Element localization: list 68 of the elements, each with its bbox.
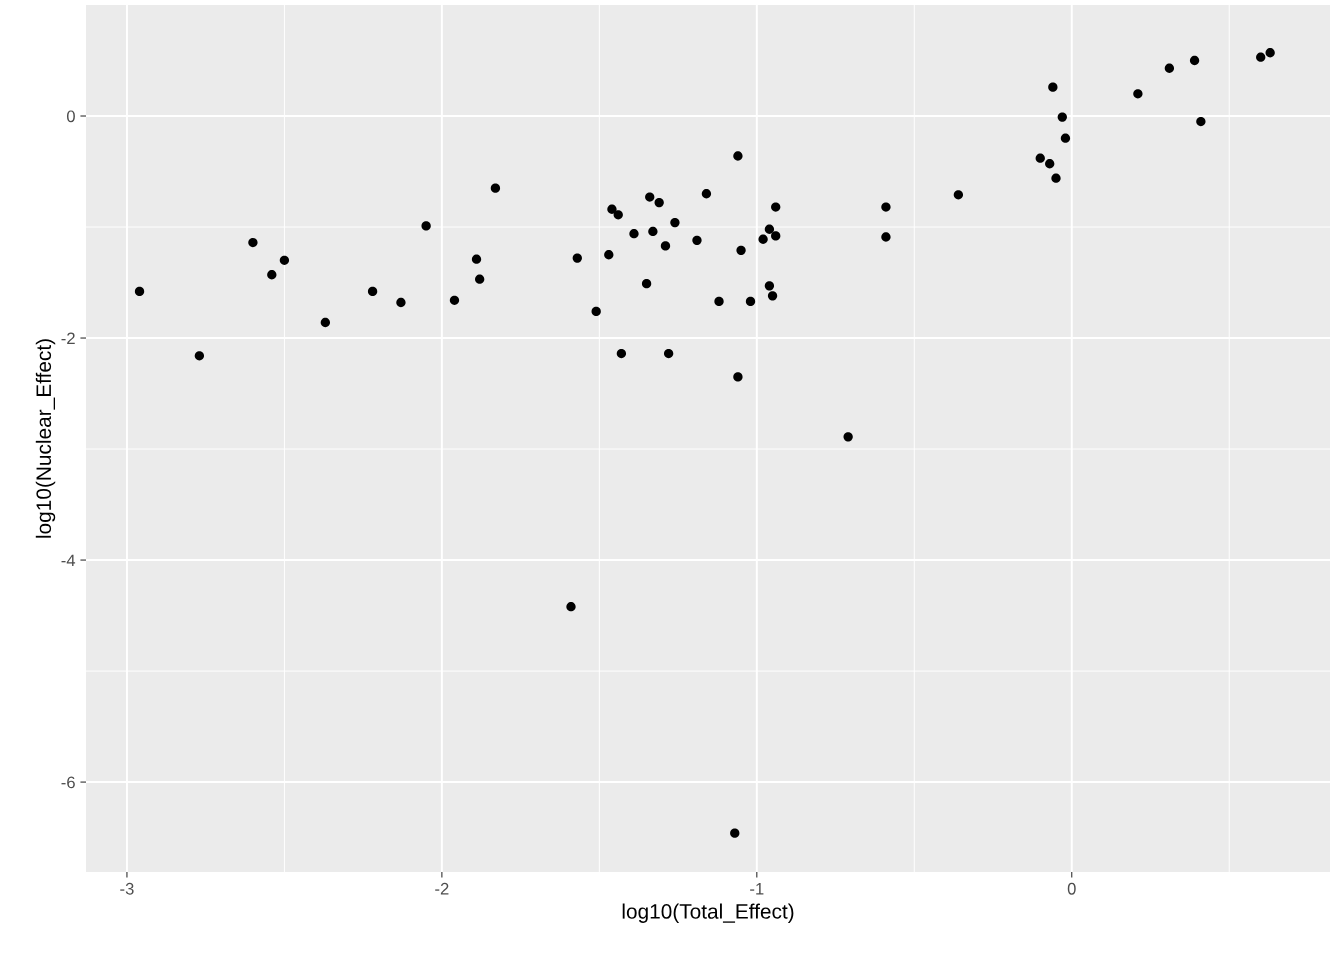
point bbox=[767, 291, 778, 301]
point bbox=[572, 253, 582, 263]
point bbox=[591, 306, 601, 317]
point bbox=[1164, 63, 1175, 73]
y-tick-label: -6 bbox=[61, 776, 75, 789]
point bbox=[1189, 55, 1200, 66]
x-tick-label: -2 bbox=[435, 882, 449, 895]
x-axis-title: log10(Total_Effect) bbox=[622, 903, 794, 923]
point bbox=[604, 250, 614, 260]
x-tick-label: -1 bbox=[750, 883, 764, 895]
point bbox=[1045, 159, 1055, 169]
point bbox=[714, 296, 724, 307]
point bbox=[1051, 173, 1061, 183]
point bbox=[1265, 48, 1275, 58]
point bbox=[881, 232, 891, 242]
point bbox=[654, 197, 664, 208]
point bbox=[1035, 153, 1045, 163]
point bbox=[490, 183, 501, 193]
point bbox=[134, 286, 145, 297]
point bbox=[194, 351, 205, 361]
point bbox=[629, 229, 639, 239]
y-tick-label: 0 bbox=[66, 110, 75, 123]
point bbox=[670, 217, 680, 228]
point bbox=[607, 204, 617, 214]
point bbox=[566, 602, 576, 612]
point bbox=[248, 237, 258, 248]
point bbox=[471, 254, 482, 264]
point bbox=[1048, 82, 1058, 92]
point bbox=[692, 235, 702, 245]
point bbox=[660, 241, 671, 251]
point bbox=[736, 245, 746, 255]
point bbox=[701, 189, 712, 199]
y-tick-label: -2 bbox=[61, 332, 75, 345]
y-tick-label: -4 bbox=[61, 554, 76, 567]
x-tick-label: -3 bbox=[120, 882, 134, 895]
point bbox=[1060, 133, 1071, 143]
point bbox=[641, 278, 652, 289]
y-axis-title: log10(Nuclear_Effect) bbox=[35, 339, 56, 538]
point bbox=[279, 255, 290, 265]
point bbox=[733, 151, 743, 161]
point bbox=[367, 286, 378, 297]
point bbox=[663, 348, 674, 359]
point bbox=[733, 372, 743, 382]
point bbox=[1057, 112, 1067, 122]
point bbox=[645, 192, 655, 202]
point bbox=[449, 295, 460, 305]
point bbox=[320, 317, 331, 328]
point bbox=[764, 281, 775, 291]
point bbox=[771, 231, 781, 241]
point bbox=[843, 432, 853, 442]
point bbox=[616, 348, 627, 359]
point bbox=[396, 297, 406, 308]
point bbox=[1256, 52, 1266, 62]
point bbox=[953, 190, 964, 200]
point bbox=[764, 224, 775, 234]
point bbox=[881, 202, 891, 212]
point bbox=[648, 226, 658, 237]
point bbox=[758, 234, 768, 244]
point bbox=[730, 828, 740, 838]
x-tick-label: 0 bbox=[1067, 882, 1076, 895]
point bbox=[613, 210, 623, 220]
point bbox=[1133, 89, 1143, 99]
point bbox=[745, 296, 756, 307]
point bbox=[421, 221, 431, 231]
point bbox=[771, 202, 781, 212]
point bbox=[267, 270, 277, 280]
point bbox=[1196, 116, 1206, 127]
point bbox=[475, 274, 485, 284]
